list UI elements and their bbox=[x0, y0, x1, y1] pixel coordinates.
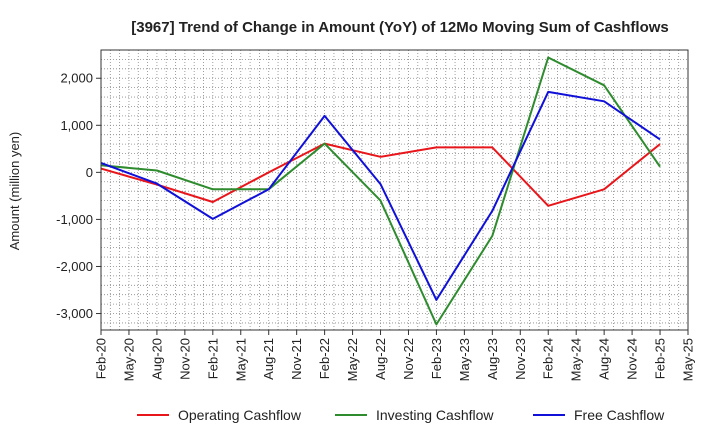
y-tick-label: 2,000 bbox=[60, 71, 93, 86]
x-tick-label: Aug-22 bbox=[373, 338, 388, 380]
x-axis-ticks: Feb-20 May-20 Aug-20 Nov-20 Feb-21 May-21 Aug-… bbox=[94, 330, 696, 381]
x-tick-label: Nov-23 bbox=[513, 338, 528, 380]
x-tick-label: May-22 bbox=[345, 338, 360, 381]
y-tick-label: -2,000 bbox=[56, 259, 93, 274]
x-tick-label: Aug-24 bbox=[597, 338, 612, 380]
x-tick-label: May-20 bbox=[121, 338, 136, 381]
legend-label: Investing Cashflow bbox=[376, 407, 494, 423]
x-tick-label: Nov-20 bbox=[177, 338, 192, 380]
chart-title: [3967] Trend of Change in Amount (YoY) o… bbox=[131, 19, 669, 36]
x-tick-label: May-24 bbox=[569, 338, 584, 381]
y-axis-ticks: 2,000 1,000 0 -1,000 -2,000 -3,000 bbox=[56, 71, 101, 321]
series-line-investing-cashflow bbox=[100, 56, 661, 326]
series-line-free-cashflow bbox=[100, 90, 661, 301]
y-tick-label: -1,000 bbox=[56, 212, 93, 227]
legend-label: Operating Cashflow bbox=[178, 407, 302, 423]
x-tick-label: Nov-22 bbox=[401, 338, 416, 380]
x-tick-label: Aug-21 bbox=[261, 338, 276, 380]
x-tick-label: May-25 bbox=[681, 338, 696, 381]
x-tick-label: Nov-21 bbox=[289, 338, 304, 380]
y-tick-label: 1,000 bbox=[60, 118, 93, 133]
x-tick-label: Nov-24 bbox=[625, 338, 640, 380]
x-tick-label: May-23 bbox=[457, 338, 472, 381]
x-tick-label: Feb-23 bbox=[429, 338, 444, 379]
x-tick-label: Aug-20 bbox=[149, 338, 164, 380]
x-tick-label: May-21 bbox=[233, 338, 248, 381]
legend: Operating Cashflow Investing Cashflow Free… bbox=[137, 407, 665, 423]
x-tick-label: Feb-21 bbox=[205, 338, 220, 379]
x-tick-label: Feb-22 bbox=[317, 338, 332, 379]
y-tick-label: -3,000 bbox=[56, 306, 93, 321]
x-tick-label: Feb-24 bbox=[541, 338, 556, 379]
y-axis-label: Amount (million yen) bbox=[7, 132, 22, 251]
x-tick-label: Aug-23 bbox=[485, 338, 500, 380]
x-tick-label: Feb-25 bbox=[653, 338, 668, 379]
series-lines bbox=[100, 56, 661, 326]
legend-label: Free Cashflow bbox=[574, 407, 665, 423]
plot-area-frame bbox=[100, 49, 689, 331]
y-tick-label: 0 bbox=[86, 165, 93, 180]
grid-lines bbox=[101, 50, 688, 330]
series-line-operating-cashflow bbox=[100, 142, 661, 207]
x-tick-label: Feb-20 bbox=[94, 338, 109, 379]
